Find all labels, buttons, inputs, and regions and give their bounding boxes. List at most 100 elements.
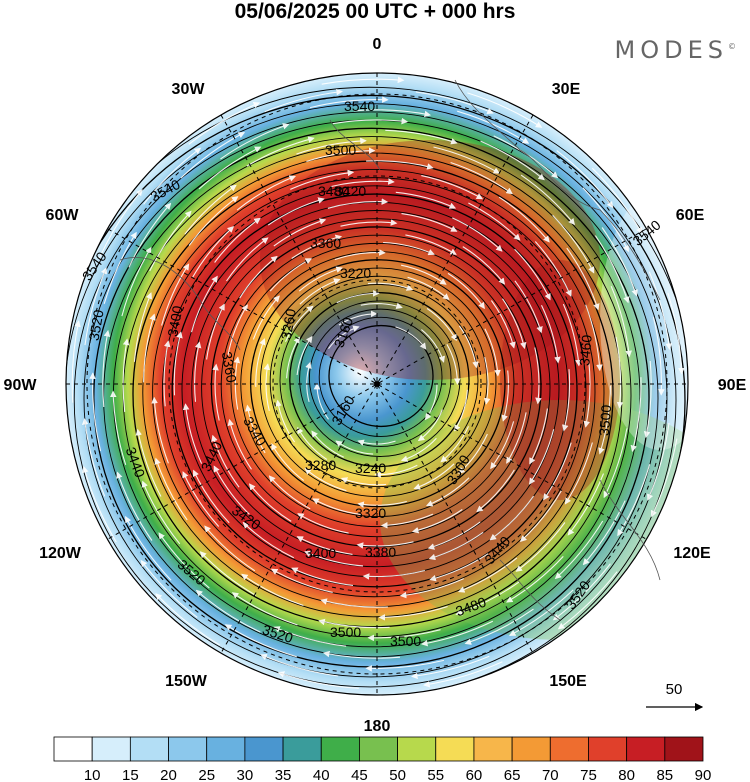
streamline — [468, 202, 521, 241]
streamline — [158, 532, 210, 589]
streamline — [541, 304, 561, 364]
streamline — [212, 363, 220, 421]
streamline — [192, 226, 235, 278]
streamline — [336, 289, 380, 304]
streamline — [484, 328, 501, 377]
streamline — [211, 434, 240, 488]
streamline — [242, 521, 295, 559]
streamline — [424, 383, 438, 421]
streamline — [335, 440, 374, 455]
colorbar-swatch — [664, 736, 704, 762]
colorbar-swatch — [435, 736, 475, 762]
streamline — [220, 123, 290, 160]
colorbar-tick-label: 80 — [618, 767, 635, 782]
streamline — [285, 305, 314, 342]
streamline — [89, 372, 102, 452]
streamline — [311, 430, 345, 458]
streamline — [236, 175, 297, 211]
streamline — [321, 76, 405, 85]
streamline — [109, 390, 127, 465]
streamline — [231, 592, 298, 626]
height-contour — [201, 218, 551, 558]
streamline — [433, 146, 501, 174]
streamline — [400, 437, 437, 462]
streamline — [594, 235, 630, 304]
streamline — [330, 178, 395, 188]
wind-reference-label: 50 — [666, 681, 683, 698]
streamline — [506, 412, 527, 464]
streamline — [429, 553, 489, 582]
streamline — [98, 189, 143, 260]
streamline — [366, 160, 434, 170]
streamline — [340, 219, 398, 227]
streamline — [192, 469, 230, 524]
height-contour — [259, 267, 497, 498]
contour-label: 3540 — [344, 98, 375, 114]
streamline — [648, 271, 673, 350]
colorbar-tick-label: 10 — [84, 767, 101, 782]
streamline — [290, 169, 355, 190]
streamline — [135, 428, 162, 497]
streamline — [332, 117, 409, 125]
streamline — [233, 356, 241, 410]
streamline — [407, 276, 450, 301]
streamline — [246, 136, 315, 167]
streamline — [583, 361, 591, 428]
streamline — [286, 336, 300, 379]
streamline — [334, 249, 386, 261]
wind-reference: 50 — [646, 681, 704, 712]
streamline — [401, 213, 458, 232]
streamline — [296, 137, 367, 155]
streamline — [322, 650, 401, 659]
height-contour — [210, 226, 542, 548]
colorbar-swatch — [91, 736, 131, 762]
streamline — [195, 589, 261, 633]
graticule — [66, 73, 688, 695]
colorbar-tick-label: 65 — [504, 767, 521, 782]
streamline — [151, 396, 169, 464]
streamline — [643, 360, 652, 439]
height-contour — [328, 324, 434, 428]
streamline — [529, 408, 548, 465]
streamline — [514, 248, 551, 301]
streamline — [508, 589, 574, 636]
streamline — [421, 329, 445, 363]
contour-label: 3420 — [335, 183, 366, 199]
streamline — [421, 175, 484, 200]
streamline — [450, 161, 513, 195]
north-pole-marker — [374, 381, 380, 387]
streamline — [297, 513, 349, 534]
colorbar-swatch — [282, 736, 322, 762]
contour-label: 3360 — [219, 350, 240, 384]
streamline — [447, 272, 485, 310]
streamline — [591, 167, 643, 235]
colorbar-swatch — [626, 736, 666, 762]
streamline — [116, 471, 153, 541]
contour-label: 3460 — [576, 334, 595, 367]
streamline — [421, 620, 494, 647]
streamline — [411, 509, 463, 534]
colorbar-tick-label: 70 — [542, 767, 559, 782]
streamline — [380, 513, 434, 529]
streamline — [405, 234, 457, 255]
streamline — [198, 146, 262, 190]
streamline — [309, 96, 389, 109]
height-contour — [161, 185, 587, 598]
streamline — [528, 429, 555, 485]
brand-mark: © — [728, 42, 736, 51]
contour-label: 3320 — [355, 505, 386, 521]
streamline — [480, 140, 545, 181]
streamline — [297, 426, 328, 460]
streamline — [182, 471, 220, 527]
colorbar-tick-label: 85 — [656, 767, 673, 782]
streamline — [122, 338, 130, 412]
streamline — [194, 341, 202, 402]
streamline — [534, 241, 572, 297]
height-contour — [66, 94, 686, 695]
streamline — [227, 418, 252, 470]
brand-name: MODES — [614, 36, 728, 64]
streamline — [647, 422, 670, 501]
height-contour — [142, 168, 605, 618]
lon-label-120e: 120E — [673, 545, 711, 562]
streamline — [428, 531, 484, 561]
